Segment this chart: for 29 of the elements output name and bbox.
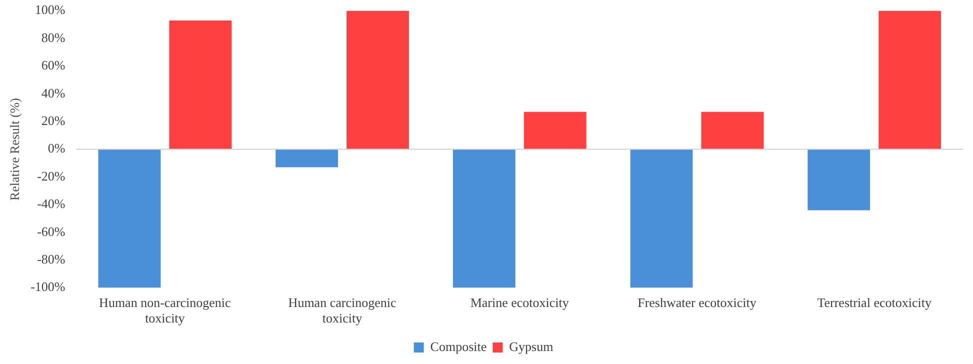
y-tick-label: 20% [41,113,66,128]
y-tick-label: 40% [41,85,66,100]
bar [169,20,232,150]
legend-label: Composite [430,338,487,354]
bar [276,149,338,168]
bar [452,149,516,288]
bar [878,10,942,150]
bar [346,10,409,150]
y-tick-label: 80% [41,30,66,45]
bar [98,149,161,288]
bar [630,149,693,288]
y-tick-label: -80% [37,252,66,267]
x-tick-label: Human non-carcinogenic toxicity [99,295,232,326]
legend-label: Gypsum [509,338,554,354]
y-tick-label: -60% [37,224,66,239]
bar [524,112,586,150]
y-tick-label: -20% [37,168,66,184]
bar [701,112,764,150]
y-tick-label: 0% [48,140,66,156]
x-tick-label: Human carcinogenic toxicity [288,295,396,326]
x-tick-label: Marine ecotoxicity [470,295,570,310]
bar [808,149,870,210]
y-tick-label: -100% [30,279,66,294]
x-tick-label: Freshwater ecotoxicity [638,295,757,310]
y-tick-label: 60% [41,58,66,73]
y-tick-label: 100% [34,2,66,18]
y-tick-label: -40% [37,196,66,212]
y-axis-title: Relative Result (%) [7,98,22,201]
x-tick-label: Terrestrial ecotoxicity [817,295,932,310]
